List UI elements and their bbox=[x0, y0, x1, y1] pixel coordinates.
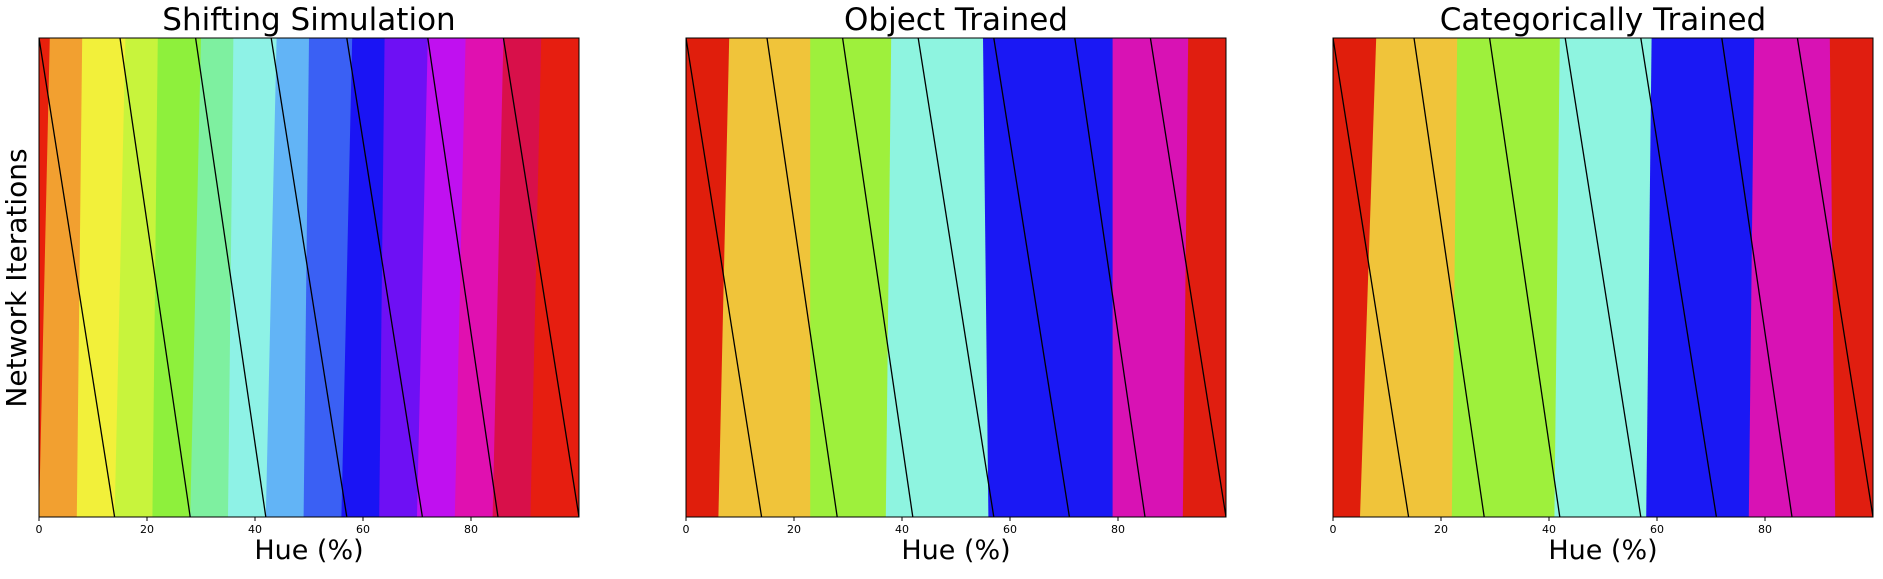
heatmap-band bbox=[152, 38, 202, 517]
x-axis-label: Hue (%) bbox=[1548, 535, 1657, 566]
x-tick-label: 20 bbox=[787, 523, 801, 536]
heatmap-band bbox=[228, 38, 278, 517]
heatmap-band bbox=[1829, 38, 1873, 517]
diagonal-line bbox=[841, 38, 914, 517]
x-axis-label: Hue (%) bbox=[254, 535, 363, 566]
heatmap-band bbox=[114, 38, 159, 517]
heatmap-area bbox=[686, 38, 1226, 517]
plot-frame bbox=[685, 37, 1227, 518]
heatmap-band bbox=[1112, 38, 1189, 517]
x-tick-label: 0 bbox=[36, 523, 43, 536]
chart-title: Shifting Simulation bbox=[162, 2, 455, 38]
chart-panel-3: Categorically Trained 0 20 40 60 80 Hue (%) bbox=[1330, 2, 1874, 566]
diagonal-line bbox=[1413, 38, 1485, 517]
x-tick-label: 80 bbox=[1111, 523, 1125, 536]
diagonal-line bbox=[346, 38, 424, 517]
heatmap-band bbox=[1748, 38, 1836, 517]
heatmap-band bbox=[454, 38, 504, 517]
diagonal-line bbox=[686, 38, 763, 517]
heatmap-band bbox=[190, 38, 234, 517]
diagonal-line bbox=[766, 38, 838, 517]
heatmap-band bbox=[1333, 38, 1377, 517]
diagonal-line bbox=[194, 38, 267, 517]
x-tick-label: 40 bbox=[895, 523, 909, 536]
heatmap-band bbox=[76, 38, 126, 517]
chart-panel-2: Object Trained 0 20 40 60 80 Hue (%) bbox=[683, 2, 1227, 566]
heatmap-band bbox=[492, 38, 542, 517]
heatmap-band bbox=[1451, 38, 1561, 517]
heatmap-band bbox=[530, 38, 579, 517]
heatmap-band bbox=[983, 38, 1114, 517]
heatmap-band bbox=[885, 38, 989, 517]
diagonal-line bbox=[39, 38, 116, 517]
diagonal-line bbox=[1640, 38, 1718, 517]
diagonal-line bbox=[427, 38, 499, 517]
x-tick-label: 40 bbox=[248, 523, 262, 536]
diagonal-line bbox=[502, 38, 579, 517]
chart-title: Object Trained bbox=[844, 2, 1068, 38]
diagonal-line bbox=[1333, 38, 1410, 517]
diagonal-line bbox=[1564, 38, 1642, 517]
x-axis-label: Hue (%) bbox=[901, 535, 1010, 566]
chart-panel-1: Shifting Simulation 0 20 40 60 80 Hue (%) bbox=[36, 2, 580, 566]
heatmap-band bbox=[810, 38, 892, 517]
chart-title: Categorically Trained bbox=[1440, 2, 1766, 38]
x-tick-label: 80 bbox=[464, 523, 478, 536]
heatmap-band bbox=[303, 38, 353, 517]
diagonal-line bbox=[917, 38, 995, 517]
heatmap-band bbox=[1646, 38, 1755, 517]
heatmap-area bbox=[39, 38, 579, 517]
x-tick-label: 0 bbox=[1330, 523, 1337, 536]
diagonal-line bbox=[1149, 38, 1226, 517]
heatmap-band bbox=[341, 38, 386, 517]
heatmap-band bbox=[417, 38, 467, 517]
plot-frame bbox=[38, 37, 580, 518]
heatmap-band bbox=[1182, 38, 1226, 517]
x-tick-label: 60 bbox=[1003, 523, 1017, 536]
heatmap-band bbox=[379, 38, 429, 517]
x-tick-label: 60 bbox=[356, 523, 370, 536]
diagonal-line bbox=[1488, 38, 1561, 517]
x-tick-label: 20 bbox=[140, 523, 154, 536]
diagonal-line bbox=[1074, 38, 1146, 517]
diagonal-line bbox=[1796, 38, 1873, 517]
y-axis-label: Network Iterations bbox=[0, 148, 33, 407]
heatmap-area bbox=[1333, 38, 1873, 517]
diagonal-line bbox=[119, 38, 191, 517]
x-tick-label: 40 bbox=[1542, 523, 1556, 536]
heatmap-band bbox=[718, 38, 811, 517]
diagonal-line bbox=[993, 38, 1071, 517]
x-tick-label: 20 bbox=[1434, 523, 1448, 536]
heatmap-band bbox=[265, 38, 310, 517]
diagonal-line bbox=[270, 38, 348, 517]
heatmap-band bbox=[39, 38, 83, 517]
heatmap-band bbox=[686, 38, 730, 517]
diagonal-line bbox=[1721, 38, 1793, 517]
x-tick-label: 60 bbox=[1650, 523, 1664, 536]
x-tick-label: 0 bbox=[683, 523, 690, 536]
plot-frame bbox=[1332, 37, 1874, 518]
x-tick-label: 80 bbox=[1758, 523, 1772, 536]
heatmap-band bbox=[1360, 38, 1458, 517]
